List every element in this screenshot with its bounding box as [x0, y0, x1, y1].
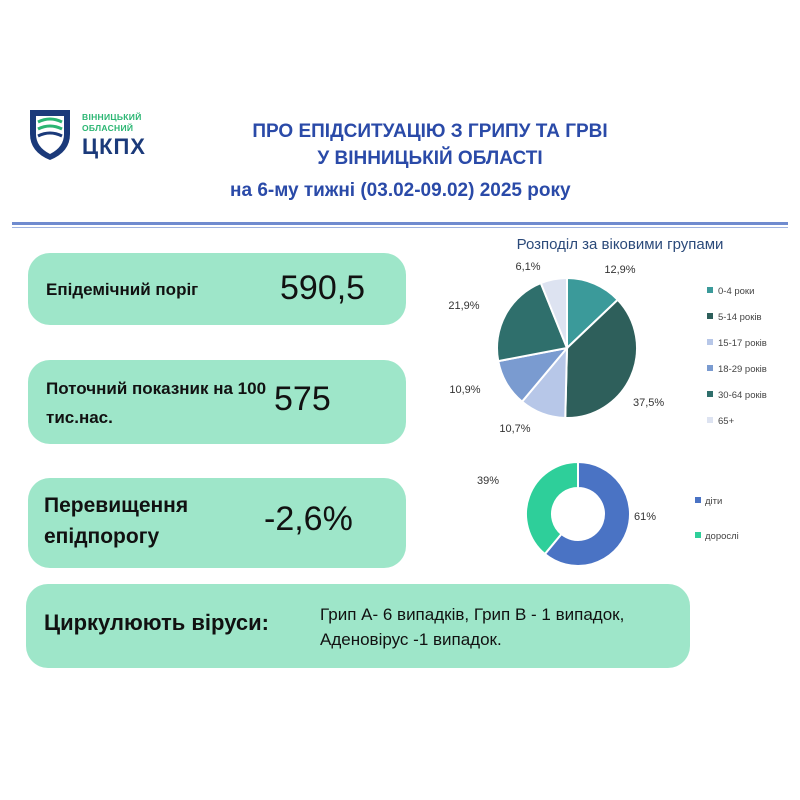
age-pie-slice-4 [496, 281, 569, 363]
age-legend-label-3: 18-29 років [718, 364, 767, 375]
viruses-card: Циркулюють віруси: Грип А- 6 випадків, Г… [26, 584, 690, 668]
excess-label: Перевищення епідпорогу [44, 494, 189, 548]
donut-legend-label-0: діти [705, 496, 722, 507]
threshold-label: Епідемічний поріг [46, 280, 199, 299]
logo: ВІННИЦЬКИЙ ОБЛАСНИЙ ЦКПХ [22, 104, 172, 164]
age-pie-slice-5 [539, 276, 568, 349]
header-divider [12, 222, 788, 230]
logo-line1: ВІННИЦЬКИЙ [82, 112, 142, 122]
age-pie-label-4: 21,9% [448, 300, 479, 312]
page-title-line2: У ВІННИЦЬКІЙ ОБЛАСТІ [317, 148, 543, 169]
age-pie-slice-1 [564, 298, 638, 419]
age-legend-swatch-1 [707, 313, 713, 319]
age-donut-slice-1 [525, 460, 579, 556]
threshold-card: Епідемічний поріг 590,5 [28, 253, 406, 325]
shield-logo-icon [30, 110, 70, 160]
logo-line2: ОБЛАСНИЙ [82, 123, 134, 133]
age-donut-label-1: 39% [477, 475, 499, 487]
excess-value: -2,6% [264, 500, 353, 538]
charts-area: Розподіл за віковими групами 12,9% 37,5% 10… [420, 225, 790, 585]
current-rate-value: 575 [274, 380, 331, 418]
age-legend-swatch-3 [707, 365, 713, 371]
age-legend-label-2: 15-17 років [718, 338, 767, 349]
age-legend-label-4: 30-64 років [718, 390, 767, 401]
current-rate-card: Поточний показник на 100 тис.нас. 575 [28, 360, 406, 444]
age-legend-label-1: 5-14 років [718, 312, 762, 323]
donut-legend-swatch-0 [695, 497, 701, 503]
page-title-line1: ПРО ЕПІДСИТУАЦІЮ З ГРИПУ ТА ГРВІ [252, 121, 608, 142]
age-legend-label-5: 65+ [718, 416, 735, 427]
donut-legend-swatch-1 [695, 532, 701, 538]
age-pie-label-3: 10,9% [449, 384, 480, 396]
age-donut-slice-0 [543, 460, 631, 567]
age-legend-swatch-5 [707, 417, 713, 423]
current-rate-label: Поточний показник на 100 тис.нас. [46, 379, 267, 427]
age-pie-slice-0 [566, 276, 620, 351]
age-legend-swatch-2 [707, 339, 713, 345]
page-subtitle: на 6-му тижні (03.02-09.02) 2025 року [230, 180, 571, 201]
age-legend-swatch-4 [707, 391, 713, 397]
logo-main: ЦКПХ [82, 134, 146, 159]
age-legend-label-0: 0-4 роки [718, 286, 754, 297]
age-donut-label-0: 61% [634, 511, 656, 523]
charts-svg: Розподіл за віковими групами 12,9% 37,5% 10… [448, 236, 767, 567]
viruses-value: Грип А- 6 випадків, Грип В - 1 випадок, … [320, 605, 625, 649]
excess-card: Перевищення епідпорогу -2,6% [28, 478, 406, 568]
viruses-label: Циркулюють віруси: [44, 610, 269, 635]
age-pie-label-5: 6,1% [515, 261, 540, 273]
age-legend-swatch-0 [707, 287, 713, 293]
age-chart-title: Розподіл за віковими групами [517, 236, 724, 253]
age-pie-label-0: 12,9% [604, 264, 635, 276]
age-pie-label-2: 10,7% [499, 423, 530, 435]
threshold-value: 590,5 [280, 269, 366, 307]
age-pie-label-1: 37,5% [633, 397, 664, 409]
donut-legend-label-1: дорослі [705, 531, 739, 542]
